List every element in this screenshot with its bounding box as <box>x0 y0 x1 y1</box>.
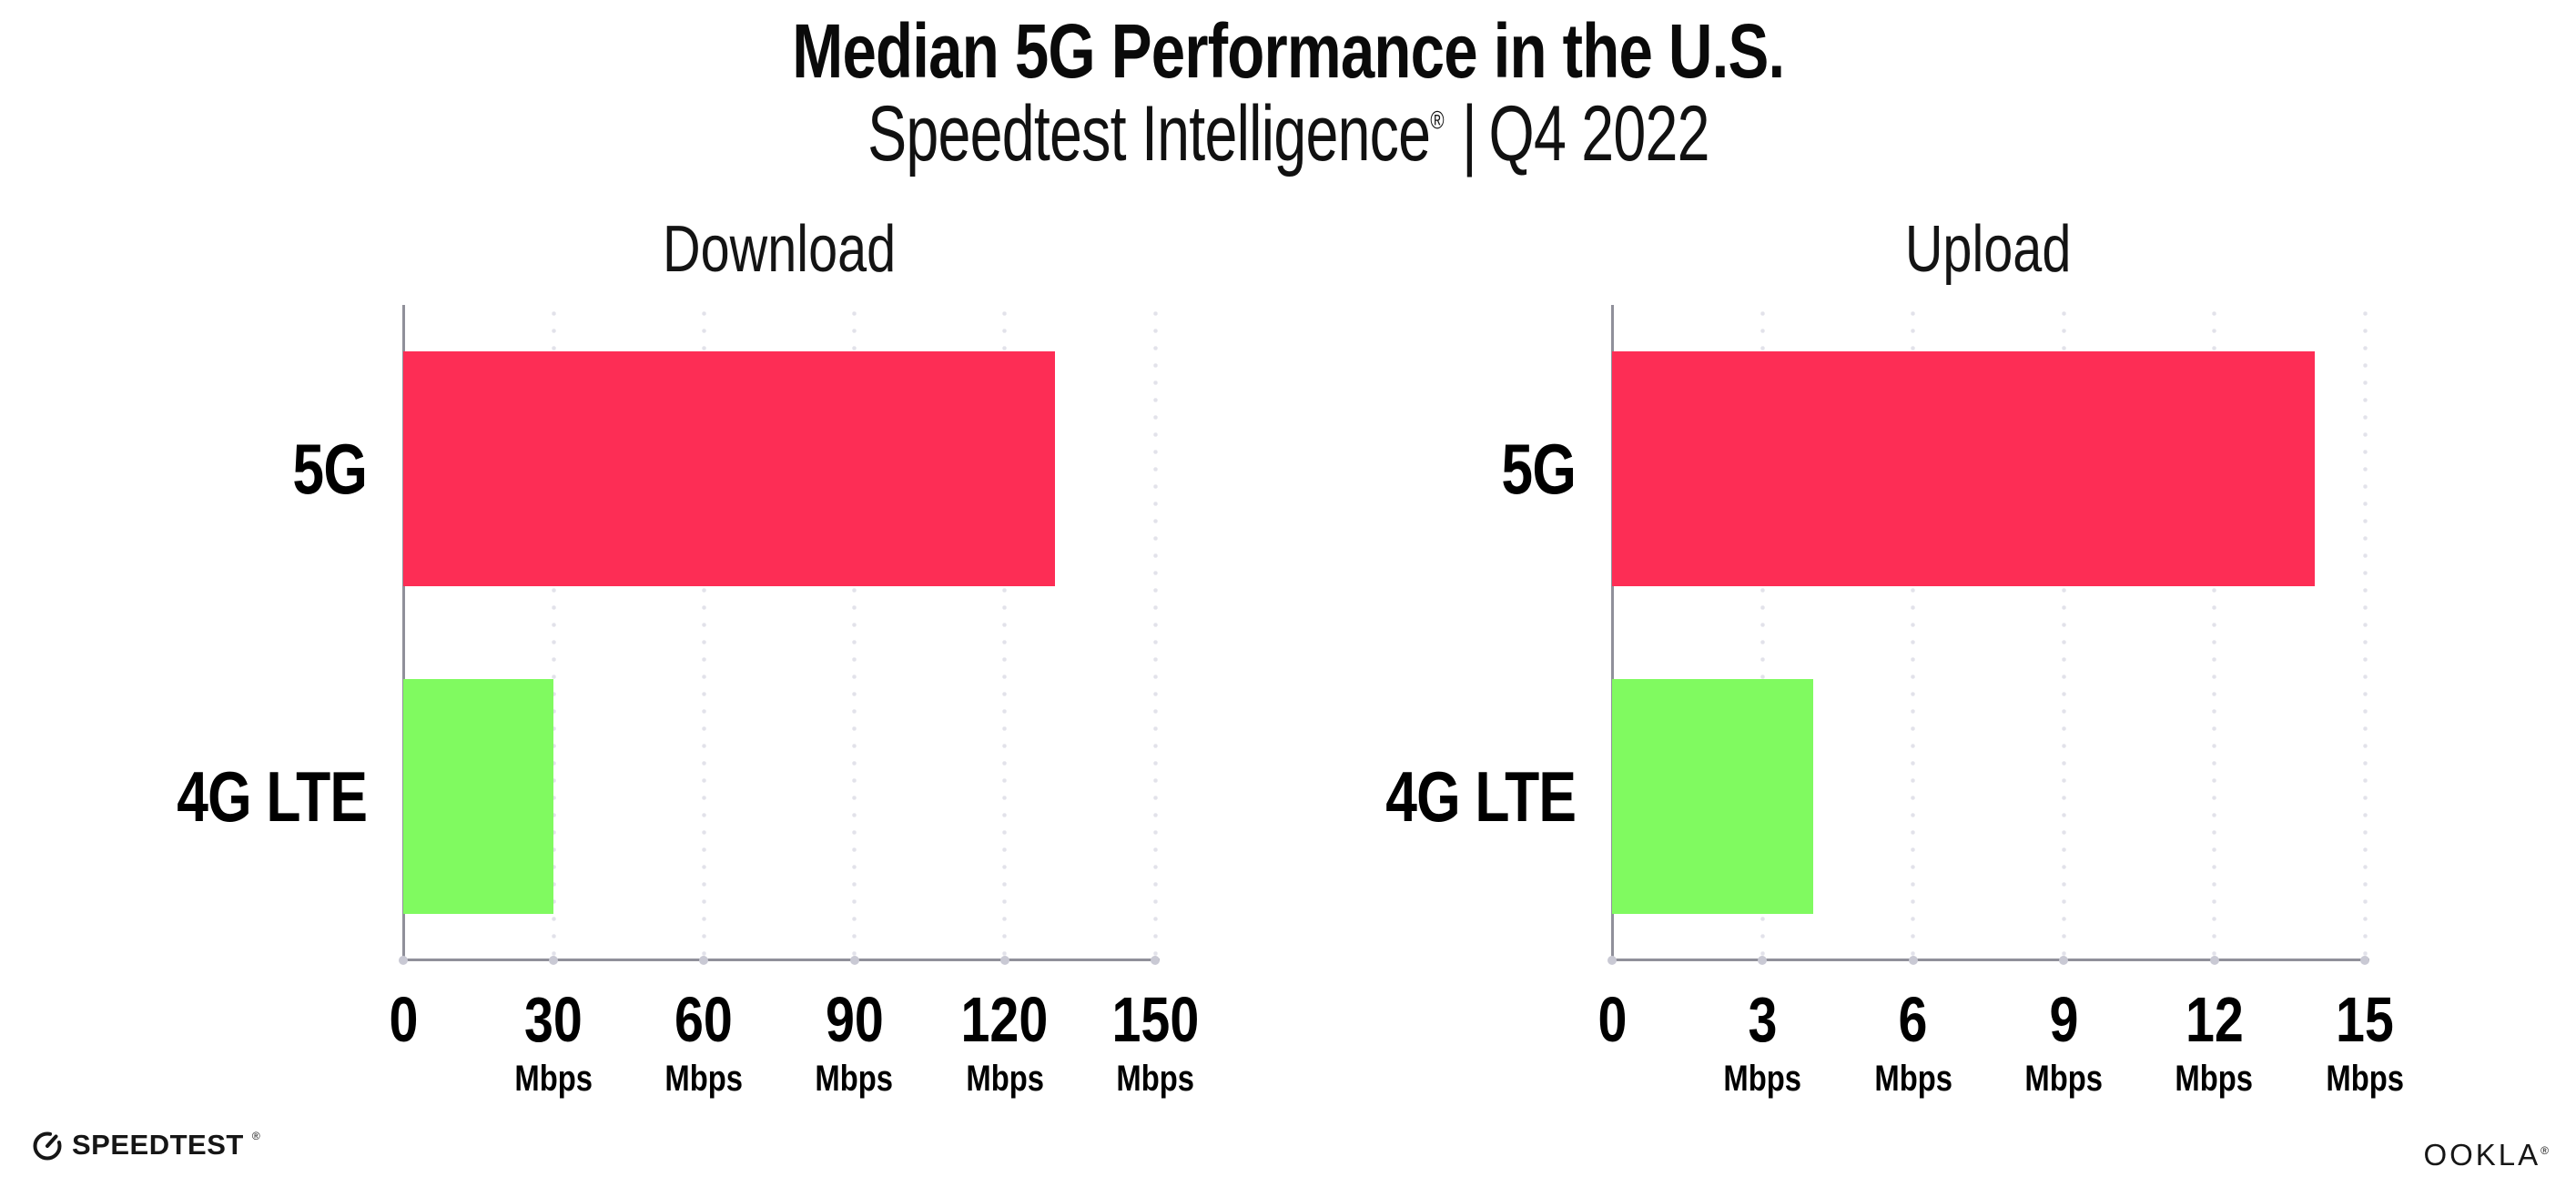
xtick-unit: Mbps <box>815 1059 894 1099</box>
xtick-unit: Mbps <box>1116 1059 1194 1099</box>
gridline-download-150 <box>1152 305 1158 960</box>
ookla-registered-mark: ® <box>2541 1144 2549 1157</box>
gridline-upload-12 <box>2212 305 2217 960</box>
subtitle-brand: Speedtest Intelligence <box>867 90 1431 178</box>
xtick-download-60: 60 Mbps <box>594 988 813 1097</box>
xtick-value: 90 <box>825 984 884 1055</box>
xtick-value: 6 <box>1898 984 1928 1055</box>
xtick-value: 120 <box>960 984 1049 1055</box>
speedtest-label: SPEEDTEST <box>72 1129 244 1161</box>
gridline-upload-3 <box>1760 305 1765 960</box>
xtick-upload-12: 12 Mbps <box>2105 988 2324 1097</box>
xtick-value: 30 <box>524 984 583 1055</box>
gridline-upload-15 <box>2362 305 2368 960</box>
xtick-unit: Mbps <box>1873 1059 1952 1099</box>
tick-dot-download-60 <box>699 956 709 965</box>
ylabel-upload-4g-lte: 4G LTE <box>1175 746 1577 847</box>
xtick-value: 0 <box>389 984 418 1055</box>
tick-dot-upload-12 <box>2209 956 2219 965</box>
gridline-download-90 <box>852 305 857 960</box>
xtick-value: 15 <box>2336 984 2394 1055</box>
xtick-download-150: 150 Mbps <box>1046 988 1264 1097</box>
gridline-download-120 <box>1002 305 1008 960</box>
x-axis-upload <box>1611 959 2369 961</box>
xtick-download-90: 90 Mbps <box>745 988 964 1097</box>
xtick-download-120: 120 Mbps <box>896 988 1114 1097</box>
xtick-value: 150 <box>1111 984 1199 1055</box>
ookla-logo: OOKLA® <box>2423 1138 2549 1172</box>
tick-dot-download-30 <box>549 956 559 965</box>
category-label-text: 5G <box>1501 429 1576 509</box>
xtick-value: 0 <box>1597 984 1627 1055</box>
bar-upload-4g-lte <box>1612 679 1813 914</box>
xtick-upload-3: 3 Mbps <box>1653 988 1871 1097</box>
y-axis-upload <box>1611 305 1614 960</box>
gridline-upload-6 <box>1911 305 1916 960</box>
category-label-text: 4G LTE <box>177 756 368 837</box>
xtick-download-30: 30 Mbps <box>444 988 663 1097</box>
xtick-value: 12 <box>2185 984 2244 1055</box>
xtick-unit: Mbps <box>664 1059 744 1099</box>
xtick-unit: Mbps <box>2024 1059 2104 1099</box>
tick-dot-upload-0 <box>1607 956 1617 965</box>
ylabel-download-5g: 5G <box>0 419 367 519</box>
subtitle-period: Q4 2022 <box>1488 90 1709 178</box>
page-subtitle: Speedtest Intelligence® | Q4 2022 <box>0 95 2576 173</box>
speedtest-logo: SPEEDTEST ® <box>31 1129 260 1161</box>
xtick-value: 3 <box>1748 984 1778 1055</box>
ylabel-upload-5g: 5G <box>1175 419 1576 519</box>
bar-download-4g-lte <box>403 679 553 914</box>
xtick-upload-9: 9 Mbps <box>1954 988 2173 1097</box>
page-title: Median 5G Performance in the U.S. <box>791 8 1785 94</box>
tick-dot-upload-3 <box>1758 956 1768 965</box>
xtick-upload-0: 0 <box>1503 988 1721 1051</box>
chart-title-text: Download <box>662 213 897 286</box>
chart-title-upload: Upload <box>1612 217 2365 282</box>
tick-dot-download-150 <box>1151 956 1160 965</box>
chart-title-text: Upload <box>1905 213 2072 286</box>
gridline-upload-9 <box>2061 305 2066 960</box>
tick-dot-download-120 <box>999 956 1009 965</box>
category-label-text: 4G LTE <box>1385 756 1577 837</box>
tick-dot-upload-15 <box>2360 956 2369 965</box>
xtick-unit: Mbps <box>1723 1059 1802 1099</box>
category-label-text: 5G <box>292 429 367 509</box>
speedtest-registered-mark: ® <box>251 1130 260 1142</box>
chart-title-download: Download <box>403 217 1155 282</box>
gridline-download-60 <box>701 305 706 960</box>
xtick-unit: Mbps <box>965 1059 1044 1099</box>
gauge-icon <box>33 1131 62 1161</box>
y-axis-download <box>402 305 405 960</box>
subtitle-separator: | <box>1461 90 1477 178</box>
ylabel-download-4g-lte: 4G LTE <box>0 746 368 847</box>
bar-upload-5g <box>1612 351 2315 586</box>
tick-dot-upload-6 <box>1908 956 1918 965</box>
tick-dot-download-0 <box>399 956 408 965</box>
xtick-unit: Mbps <box>2175 1059 2254 1099</box>
registered-mark: ® <box>1429 106 1445 135</box>
xtick-download-0: 0 <box>294 988 512 1051</box>
xtick-unit: Mbps <box>2326 1059 2404 1099</box>
xtick-value: 60 <box>674 984 734 1055</box>
tick-dot-download-90 <box>849 956 859 965</box>
xtick-unit: Mbps <box>514 1059 593 1099</box>
xtick-value: 9 <box>2049 984 2079 1055</box>
x-axis-download <box>402 959 1160 961</box>
ookla-label: OOKLA <box>2423 1138 2541 1172</box>
tick-dot-upload-9 <box>2059 956 2069 965</box>
xtick-upload-15: 15 Mbps <box>2256 988 2474 1097</box>
xtick-upload-6: 6 Mbps <box>1804 988 2023 1097</box>
bar-download-5g <box>403 351 1055 586</box>
gridline-download-30 <box>551 305 556 960</box>
